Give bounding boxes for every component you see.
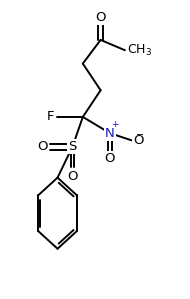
Text: +: + (112, 120, 119, 129)
Text: −: − (135, 130, 144, 140)
Text: N: N (105, 127, 115, 140)
Text: CH$_3$: CH$_3$ (127, 43, 152, 58)
Text: O: O (67, 170, 78, 183)
Text: S: S (68, 140, 77, 153)
Text: O: O (133, 134, 144, 147)
Text: O: O (95, 11, 106, 24)
Text: O: O (105, 152, 115, 165)
Text: F: F (47, 110, 55, 123)
Text: O: O (38, 140, 48, 153)
